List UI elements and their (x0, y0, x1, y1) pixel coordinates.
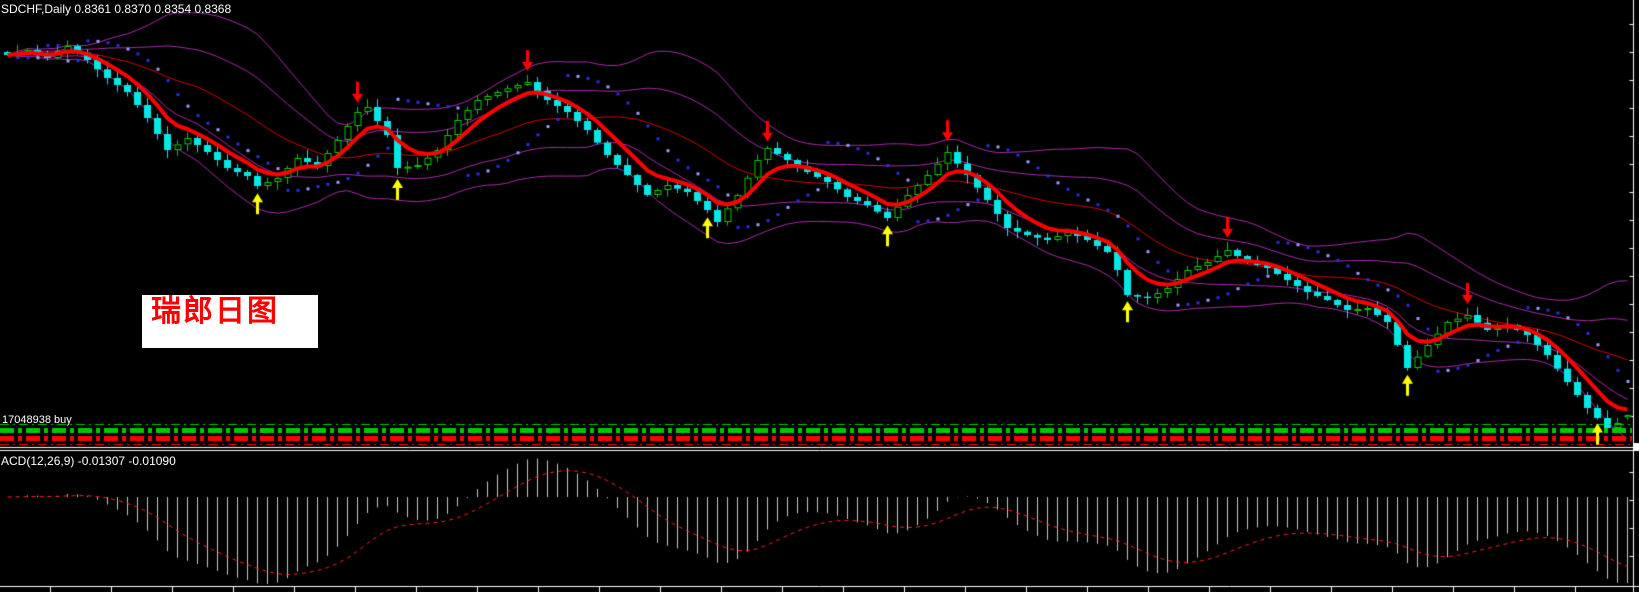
symbol-ohlc-title: SDCHF,Daily 0.8361 0.8370 0.8354 0.8368 (1, 2, 232, 16)
annotation-box[interactable]: 瑞郎日图 (142, 295, 318, 348)
order-label: 17048938 buy (2, 414, 72, 426)
macd-label: ACD(12,26,9) -0.01307 -0.01090 (1, 454, 176, 468)
annotation-text: 瑞郎日图 (151, 294, 279, 329)
